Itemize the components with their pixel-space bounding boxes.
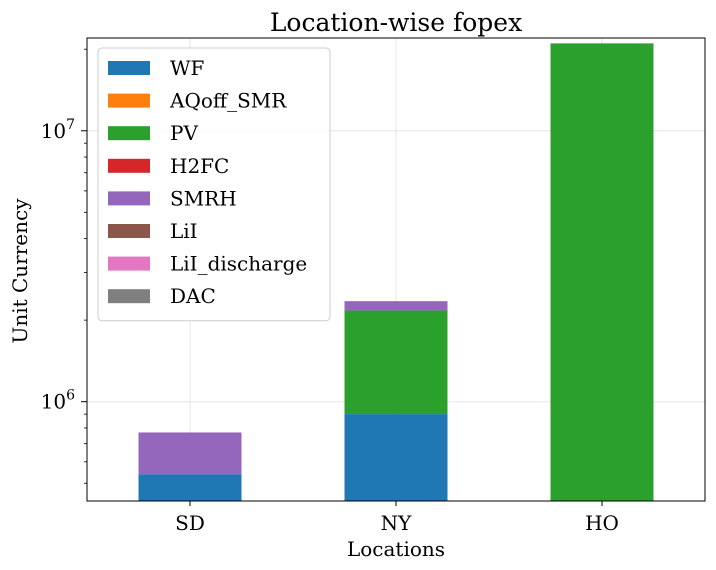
legend-swatch [108,191,150,206]
x-axis-label: Locations [347,537,445,561]
y-axis-label: Unit Currency [8,198,32,344]
legend-label: PV [170,121,198,145]
legend-box [97,47,331,322]
legend-label: LiI [170,219,198,243]
y-tick-label: 106 [41,388,75,414]
bar-segment [344,301,448,311]
legend-swatch [108,256,150,271]
legend-swatch [108,61,150,75]
legend-label: AQoff_SMR [169,89,287,113]
legend-swatch [108,93,150,108]
legend-swatch [108,126,150,141]
bar-segment [344,310,448,415]
legend-swatch [108,158,150,173]
legend-label: H2FC [170,154,229,178]
x-tick-label: HO [585,511,619,535]
x-tick-label: SD [175,511,205,535]
legend-label: LiI_discharge [170,252,307,276]
y-tick-exponent: 6 [66,388,75,404]
x-tick-label: NY [381,511,413,535]
bar-segment [138,432,242,475]
bars [138,43,654,501]
legend-label: DAC [170,284,216,308]
y-tick-exponent: 7 [66,117,75,133]
legend-swatch [108,224,150,238]
legend-label: SMRH [170,186,237,210]
y-tick-base: 10 [41,119,66,143]
y-tick-base: 10 [41,390,66,414]
chart-title: Location-wise fopex [270,8,522,37]
legend-swatch [108,289,150,304]
bar-segment [138,474,242,501]
bar-segment [344,414,448,501]
legend: WF AQoff_SMR PV H2FC SMRH LiI LiI_discharge DAC [97,47,331,322]
y-tick-label: 107 [41,117,75,143]
bar-segment [550,43,654,501]
legend-label: WF [170,56,205,80]
